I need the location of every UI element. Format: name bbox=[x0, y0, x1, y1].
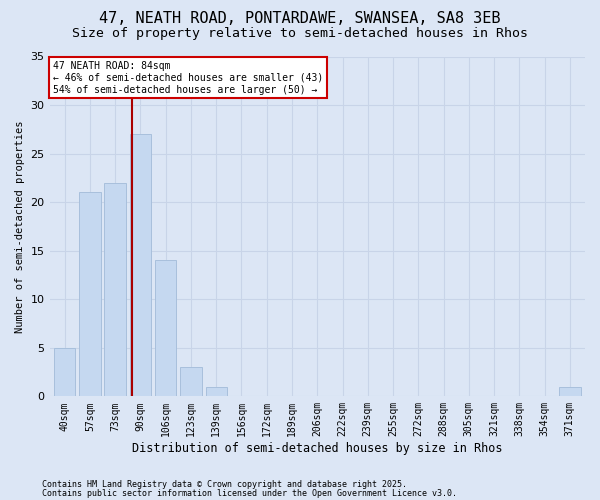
Text: 47, NEATH ROAD, PONTARDAWE, SWANSEA, SA8 3EB: 47, NEATH ROAD, PONTARDAWE, SWANSEA, SA8… bbox=[99, 11, 501, 26]
Text: Contains HM Land Registry data © Crown copyright and database right 2025.: Contains HM Land Registry data © Crown c… bbox=[42, 480, 407, 489]
Bar bbox=[79, 192, 101, 396]
Text: Size of property relative to semi-detached houses in Rhos: Size of property relative to semi-detach… bbox=[72, 28, 528, 40]
Bar bbox=[180, 367, 202, 396]
Y-axis label: Number of semi-detached properties: Number of semi-detached properties bbox=[15, 120, 25, 332]
Text: 47 NEATH ROAD: 84sqm
← 46% of semi-detached houses are smaller (43)
54% of semi-: 47 NEATH ROAD: 84sqm ← 46% of semi-detac… bbox=[53, 62, 323, 94]
Text: Contains public sector information licensed under the Open Government Licence v3: Contains public sector information licen… bbox=[42, 488, 457, 498]
Bar bbox=[206, 386, 227, 396]
Bar bbox=[54, 348, 76, 397]
Bar bbox=[104, 182, 126, 396]
Bar bbox=[130, 134, 151, 396]
X-axis label: Distribution of semi-detached houses by size in Rhos: Distribution of semi-detached houses by … bbox=[132, 442, 503, 455]
Bar bbox=[559, 386, 581, 396]
Bar bbox=[155, 260, 176, 396]
